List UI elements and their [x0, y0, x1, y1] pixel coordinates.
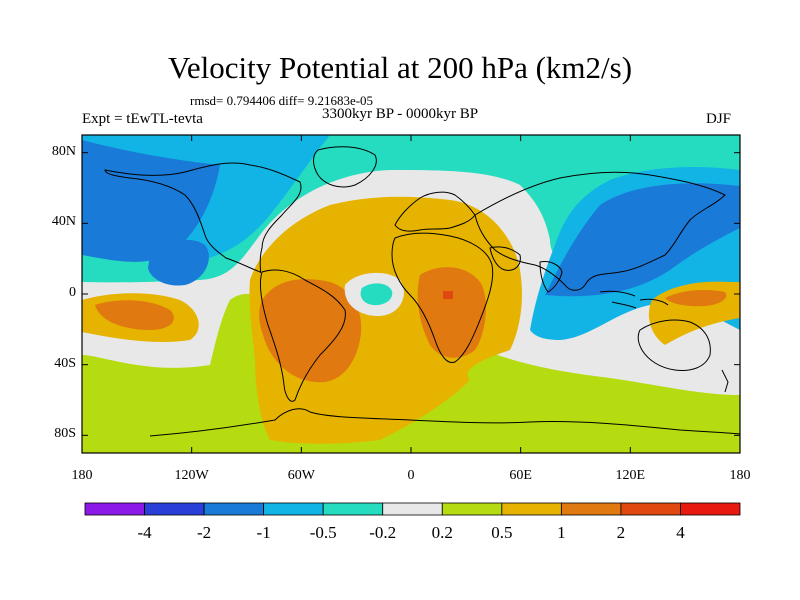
y-tick-label: 80S: [54, 426, 76, 442]
colorbar-swatch: [560, 502, 622, 516]
colorbar-swatch: [84, 502, 145, 516]
coast-antarctica: [149, 408, 740, 437]
colorbar: [84, 502, 741, 516]
coast-north-america: [104, 162, 302, 273]
colorbar-swatch: [441, 502, 503, 516]
field-level-pos-1-2-pacific: [95, 300, 174, 330]
coastlines: [104, 146, 740, 437]
y-tick-label: 0: [69, 285, 76, 300]
x-tick-label: 180: [729, 468, 751, 483]
coast-africa: [391, 232, 494, 364]
coast-india: [539, 261, 563, 293]
left-subtitle: Expt = tEwTL-tevta: [82, 111, 203, 127]
colorbar-label: 0.5: [491, 523, 513, 542]
colorbar-label: 1: [557, 523, 566, 542]
colorbar-swatch: [680, 502, 741, 516]
right-subtitle: DJF: [706, 111, 732, 127]
field-level-neg-2-1: [545, 183, 740, 297]
colorbar-swatch: [144, 502, 205, 516]
colorbar-label: 2: [616, 523, 626, 542]
colorbar-label: -4: [137, 523, 152, 542]
coast-new-zealand: [721, 369, 729, 393]
field-level-pos-1-2-sam: [259, 279, 362, 383]
colorbar-swatch: [382, 502, 443, 516]
x-tick-label: 60W: [287, 468, 315, 483]
y-tick-label: 80N: [51, 143, 76, 159]
colorbar-label: -0.5: [309, 523, 337, 542]
colorbar-label: -0.2: [369, 523, 397, 542]
colorbar-swatch: [620, 502, 681, 516]
field-level-pos-1-2-west-pacific: [665, 290, 727, 307]
field-level-neg-2-1-pacific: [148, 239, 209, 286]
center-subtitle: 3300kyr BP - 0000kyr BP: [322, 106, 479, 122]
y-tick-label: 40S: [54, 355, 76, 371]
colorbar-label: -2: [196, 523, 212, 542]
coast-australia: [637, 319, 711, 371]
field-level-neg-2-1-west: [82, 140, 220, 262]
x-tick-label: 120W: [174, 468, 209, 483]
field-level-pos-2-4: [443, 291, 453, 299]
axis-ticks: [81, 135, 741, 453]
contour-field: [82, 135, 740, 453]
colorbar-swatch: [501, 502, 562, 516]
colorbar-label: 0.2: [431, 523, 453, 542]
coast-arabia: [489, 246, 521, 271]
colorbar-label: -1: [256, 523, 271, 542]
colorbar-swatch: [322, 502, 384, 516]
stats-line: rmsd= 0.794406 diff= 9.21683e-05: [190, 93, 374, 108]
field-core-atlantic: [360, 283, 393, 306]
chart-title: Velocity Potential at 200 hPa (km2/s): [167, 50, 633, 85]
coast-asia: [474, 171, 726, 291]
field-level-pos-1-2-africa: [417, 267, 486, 358]
colorbar-label: 4: [676, 523, 685, 542]
x-tick-label: 60E: [509, 468, 532, 483]
colorbar-swatch: [263, 502, 324, 516]
x-tick-label: 180: [71, 468, 93, 483]
colorbar-swatch: [203, 502, 265, 516]
coast-maritime: [599, 290, 669, 309]
y-tick-label: 40N: [51, 214, 76, 230]
coast-greenland: [313, 146, 377, 188]
x-tick-label: 0: [407, 468, 415, 483]
x-tick-label: 120E: [615, 468, 646, 483]
coast-south-america: [259, 269, 346, 402]
